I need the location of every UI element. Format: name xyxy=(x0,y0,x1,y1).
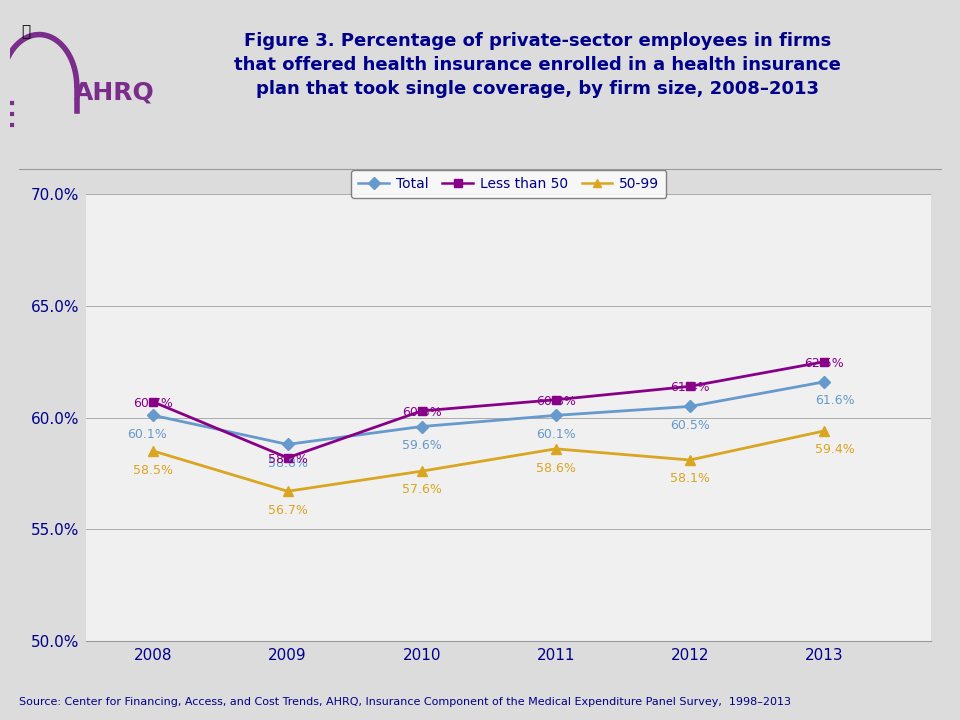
Text: 61.4%: 61.4% xyxy=(670,382,709,395)
50-99 xyxy=(684,456,696,464)
Text: 59.4%: 59.4% xyxy=(815,444,854,456)
Total xyxy=(684,402,696,410)
Total xyxy=(818,377,829,386)
Less than 50 xyxy=(148,397,159,406)
Less than 50 xyxy=(416,407,427,415)
Text: 60.1%: 60.1% xyxy=(127,428,167,441)
50-99 xyxy=(416,467,427,475)
Total xyxy=(282,440,294,449)
Total xyxy=(148,411,159,420)
Text: 60.5%: 60.5% xyxy=(670,419,709,432)
Text: AHRQ: AHRQ xyxy=(74,80,155,104)
Text: 57.6%: 57.6% xyxy=(401,483,442,497)
Text: 58.8%: 58.8% xyxy=(268,456,307,469)
50-99 xyxy=(148,446,159,455)
Text: 58.6%: 58.6% xyxy=(536,462,576,474)
50-99 xyxy=(282,487,294,495)
Text: 🦅: 🦅 xyxy=(21,24,31,40)
Less than 50 xyxy=(818,357,829,366)
Text: 60.1%: 60.1% xyxy=(536,428,576,441)
Total xyxy=(550,411,562,420)
Less than 50 xyxy=(282,454,294,462)
Text: 60.7%: 60.7% xyxy=(133,397,174,410)
50-99 xyxy=(550,444,562,453)
Text: 59.6%: 59.6% xyxy=(402,438,442,452)
Text: 58.5%: 58.5% xyxy=(133,464,174,477)
Text: 60.3%: 60.3% xyxy=(402,406,442,419)
Text: 61.6%: 61.6% xyxy=(815,394,854,408)
50-99 xyxy=(818,427,829,436)
Text: 56.7%: 56.7% xyxy=(268,504,307,517)
Line: 50-99: 50-99 xyxy=(149,426,828,496)
Less than 50 xyxy=(550,395,562,404)
Line: Total: Total xyxy=(150,378,828,449)
Total xyxy=(416,422,427,431)
Text: 60.8%: 60.8% xyxy=(536,395,576,408)
Text: Figure 3. Percentage of private-sector employees in firms
that offered health in: Figure 3. Percentage of private-sector e… xyxy=(234,32,841,98)
Text: 58.2%: 58.2% xyxy=(268,453,307,466)
Line: Less than 50: Less than 50 xyxy=(150,358,828,462)
Legend: Total, Less than 50, 50-99: Total, Less than 50, 50-99 xyxy=(351,170,666,198)
Text: 58.1%: 58.1% xyxy=(670,472,709,485)
Text: Source: Center for Financing, Access, and Cost Trends, AHRQ, Insurance Component: Source: Center for Financing, Access, an… xyxy=(19,697,791,707)
Text: 62.5%: 62.5% xyxy=(804,357,844,370)
Less than 50 xyxy=(684,382,696,391)
